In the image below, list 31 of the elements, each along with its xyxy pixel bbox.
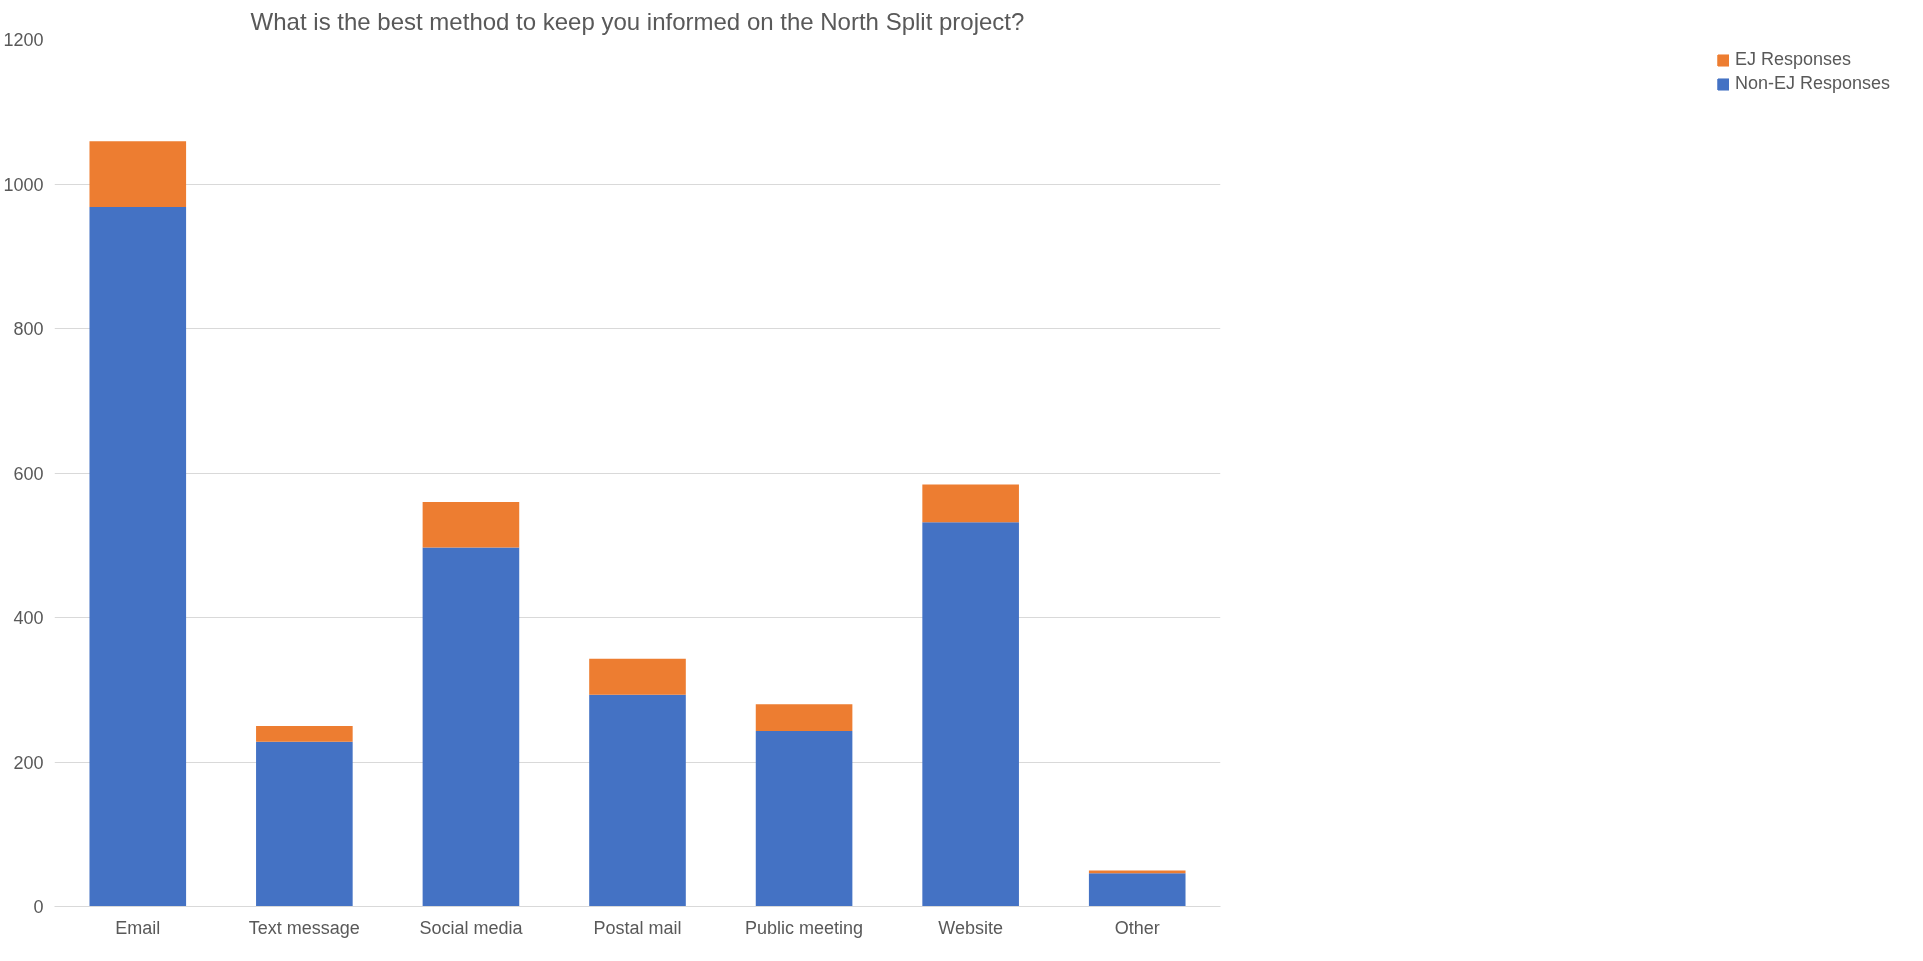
y-tick-label: 200 [13,752,44,773]
bar [589,658,686,695]
bar [1088,870,1186,874]
x-tick-label: Postal mail [593,917,682,938]
bar [256,741,353,907]
bar [256,725,353,742]
x-tick-label: Website [938,917,1003,938]
y-tick-label: 400 [13,608,44,628]
bar [922,484,1019,523]
y-tick-label: 0 [33,897,44,917]
legend-label: Non-EJ Responses [1734,73,1890,94]
bar [1088,873,1186,907]
bar [422,501,520,548]
bar [755,730,853,907]
bar [755,704,853,731]
x-tick-label: Social media [419,917,524,938]
bar [422,547,520,907]
y-tick-label: 800 [13,319,44,339]
x-tick-label: Public meeting [745,917,864,938]
x-tick-label: Text message [248,917,360,938]
y-tick-label: 1200 [3,30,44,50]
bar [922,522,1019,907]
legend-label: EJ Responses [1734,49,1851,70]
x-tick-label: Other [1114,917,1160,938]
bar [89,207,187,907]
chart-title: What is the best method to keep you informed on the North Split project? [250,7,1025,35]
x-tick-label: Email [115,917,161,938]
bar [89,141,187,208]
bar [589,694,686,907]
y-tick-label: 600 [13,463,44,484]
y-tick-label: 1000 [3,174,44,195]
